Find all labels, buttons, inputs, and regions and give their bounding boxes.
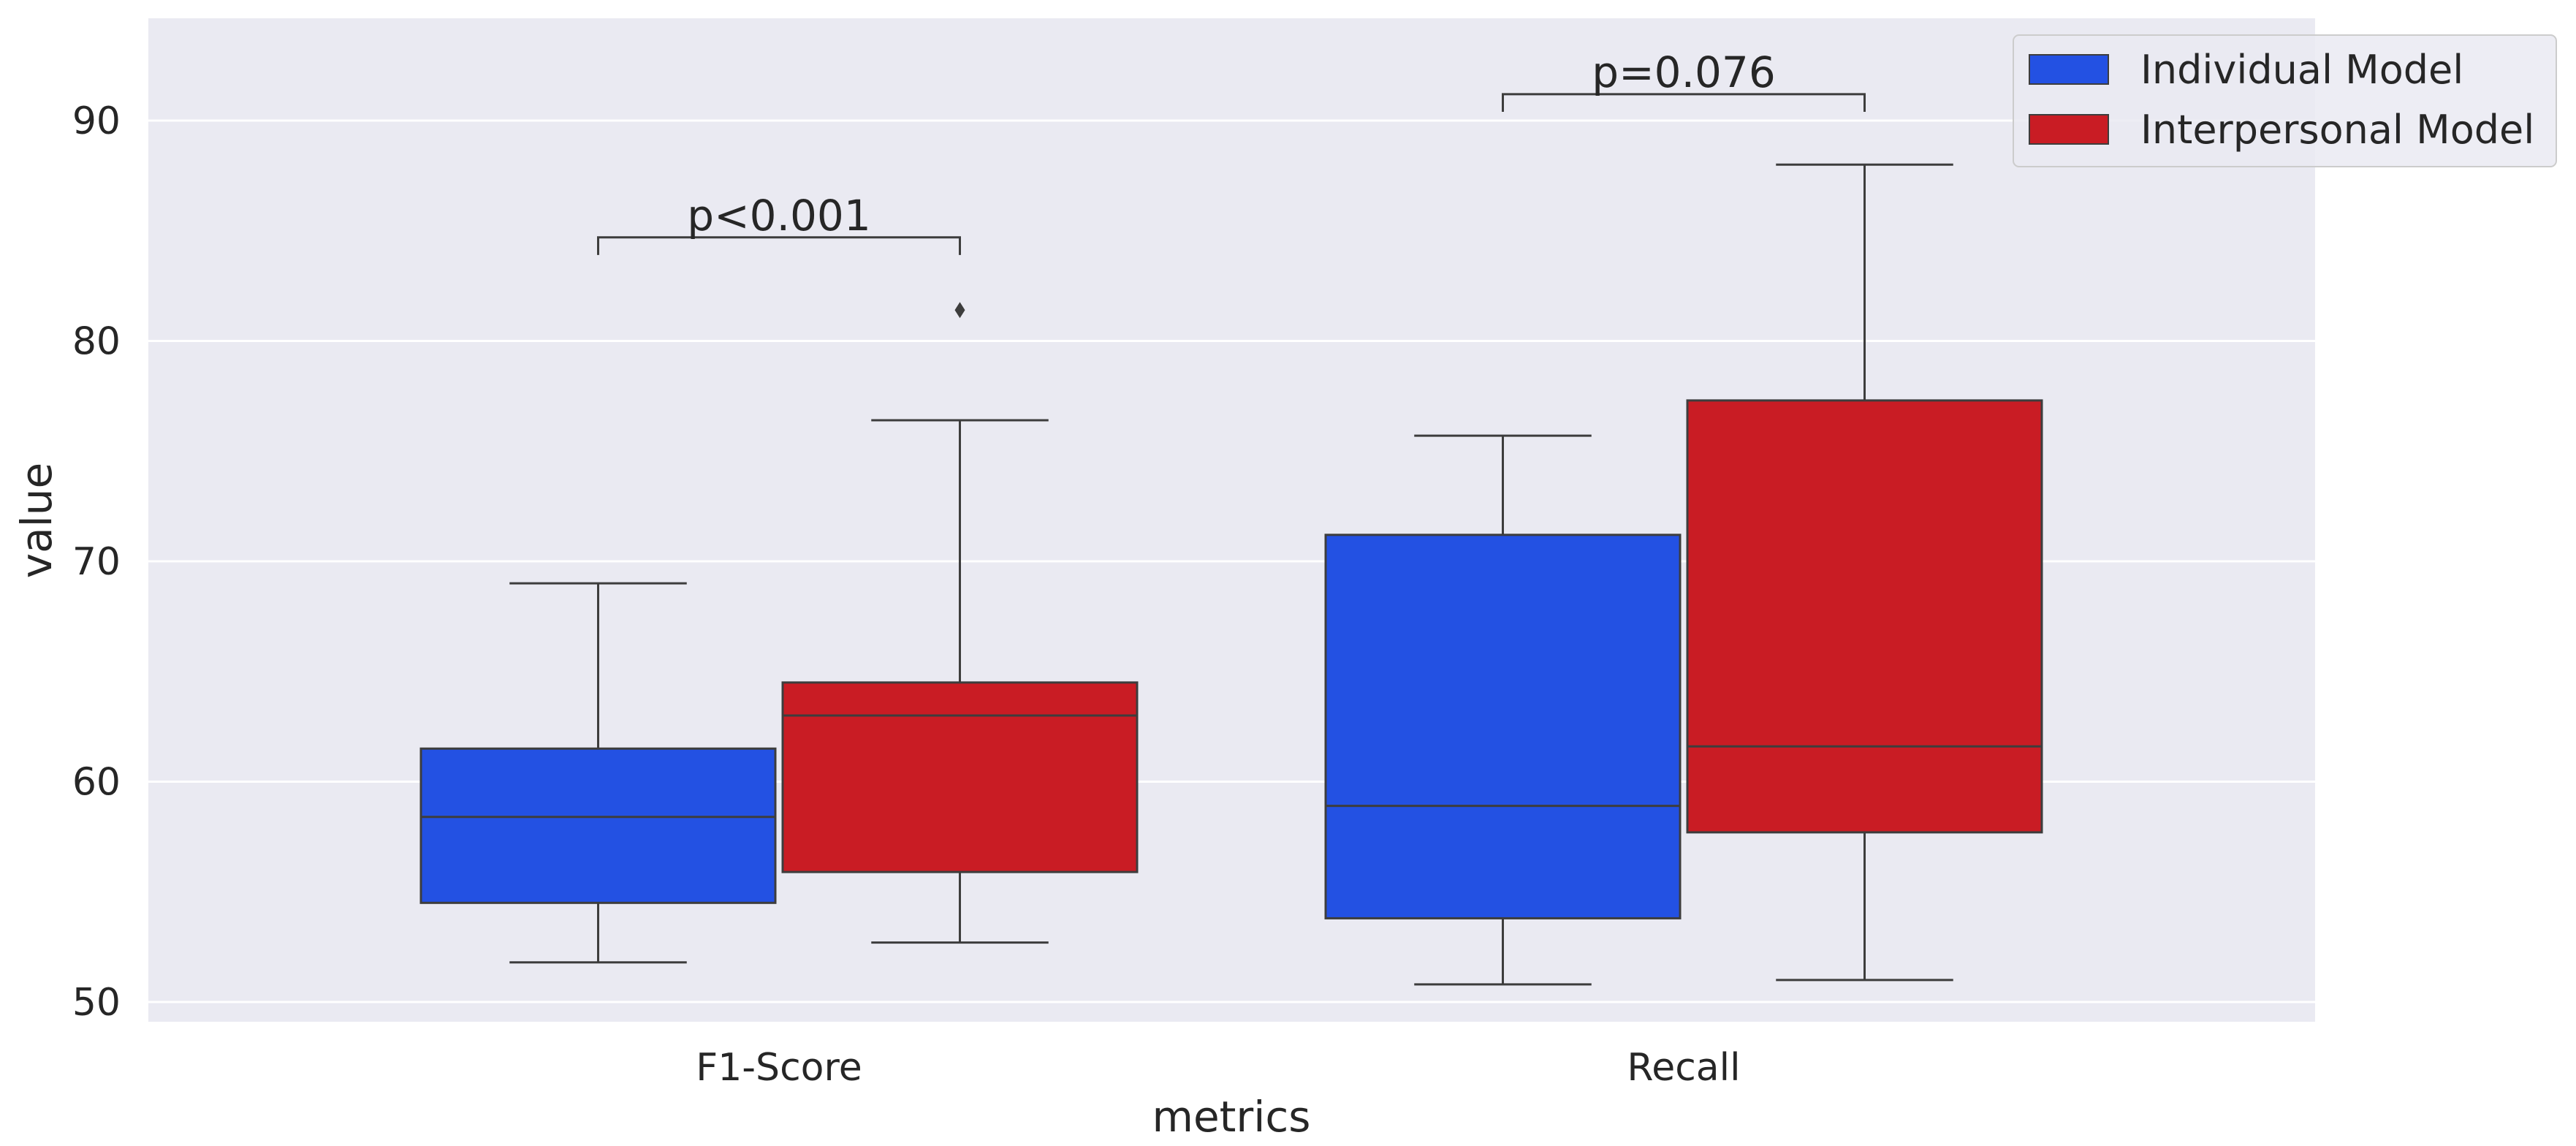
box [1324, 534, 1682, 919]
legend-swatch [2029, 54, 2109, 85]
box-group [419, 582, 777, 964]
legend-label: Interpersonal Model [2140, 107, 2534, 153]
significance-bracket [1502, 93, 1866, 112]
x-axis: F1-Score Recall [696, 1046, 1740, 1090]
y-tick-label: 90 [72, 99, 121, 143]
p-value-label: p=0.076 [1592, 48, 1775, 97]
box-plots [419, 163, 2043, 986]
legend-swatch [2029, 114, 2109, 145]
p-value-label: p<0.001 [687, 191, 870, 240]
y-tick-label: 50 [72, 981, 121, 1025]
x-tick-label: Recall [1627, 1046, 1740, 1090]
box-group [1324, 434, 1682, 986]
significance-annotations: p<0.001 p=0.076 [597, 48, 1866, 255]
outlier-point [954, 302, 965, 319]
y-tick-label: 60 [72, 761, 121, 805]
box [781, 681, 1139, 873]
legend-frame [2013, 34, 2557, 167]
box [1686, 399, 2043, 834]
y-axis-label: value [12, 463, 61, 578]
y-tick-label: 80 [72, 320, 121, 364]
box-group [1686, 163, 2043, 982]
x-axis-label: metrics [1152, 1092, 1311, 1142]
box [419, 747, 777, 904]
y-tick-label: 70 [72, 540, 121, 584]
significance-bracket [597, 236, 961, 255]
box-group [781, 302, 1139, 944]
y-axis: 50 60 70 80 90 [72, 99, 121, 1025]
legend: Individual Model Interpersonal Model [2013, 34, 2557, 167]
x-tick-label: F1-Score [696, 1046, 862, 1090]
legend-label: Individual Model [2140, 47, 2463, 93]
